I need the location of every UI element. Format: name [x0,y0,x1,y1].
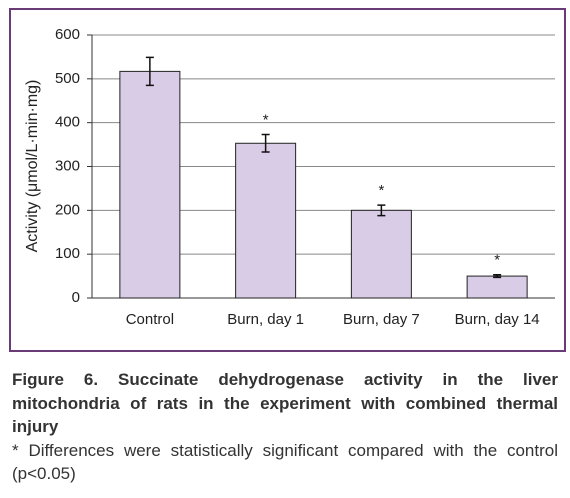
error-bar [377,204,386,217]
chart-frame [9,8,566,352]
chart: Activity (μmol/L·min·mg) 0 100 200 300 400 50… [9,8,566,352]
significance-mark: * [378,182,384,199]
caption-title: Figure 6. Succinate dehydrogenase activi… [12,370,558,436]
bar [466,275,528,299]
y-tick-label: 300 [55,157,80,174]
x-tick-label: Burn, day 7 [343,311,420,328]
significance-mark: * [263,111,269,128]
error-bar [493,274,502,279]
y-tick-label: 500 [55,70,80,87]
x-tick-label: Burn, day 1 [227,311,304,328]
y-tick-label: 0 [72,289,80,306]
caption-note: * Differences were statistically signifi… [12,440,558,484]
bar [350,209,412,299]
y-tick-label: 100 [55,245,80,262]
x-tick-label: Burn, day 14 [455,311,540,328]
y-tick-label: 400 [55,114,80,131]
y-tick-label: 600 [55,26,80,43]
bar [119,70,181,299]
significance-mark: * [494,252,500,269]
y-axis-label: Activity (μmol/L·min·mg) [24,80,41,253]
bar [235,142,297,299]
caption: Figure 6. Succinate dehydrogenase activi… [12,368,558,486]
y-tick-label: 200 [55,201,80,218]
error-bar [145,56,154,87]
x-tick-label: Control [126,311,174,328]
error-bar [261,133,270,153]
